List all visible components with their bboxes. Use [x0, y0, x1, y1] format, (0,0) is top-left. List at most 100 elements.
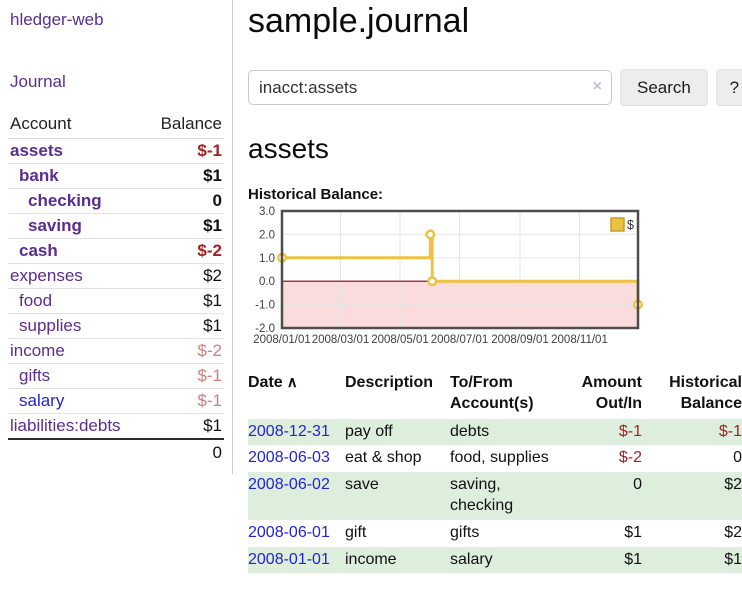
accounts-total-value: 0 — [145, 438, 224, 466]
register-header-amount: Amount Out/In — [581, 374, 642, 412]
account-link-salary[interactable]: salary — [19, 391, 65, 410]
description-cell: pay off — [345, 422, 393, 440]
account-balance: $1 — [145, 413, 224, 440]
accounts-header-balance: Balance — [145, 112, 224, 139]
account-row: assets $-1 — [8, 138, 224, 164]
balance-cell: $1 — [724, 550, 742, 568]
account-link-cash[interactable]: cash — [19, 241, 58, 260]
page-title: sample.journal — [248, 2, 470, 40]
register-header-accounts: To/From Account(s) — [450, 374, 534, 412]
account-link-food[interactable]: food — [19, 291, 53, 310]
main-content: sample.journal × Search ? assets Histori… — [233, 0, 742, 589]
account-name-cell: assets — [8, 138, 146, 164]
account-link-gifts[interactable]: gifts — [19, 366, 51, 385]
account-name-cell: cash — [8, 238, 146, 264]
transaction-date-link[interactable]: 2008-06-02 — [248, 476, 330, 494]
register-header-row: Date ∧ Description To/From Account(s) Amo… — [248, 371, 742, 419]
amount-cell: $-1 — [618, 422, 642, 440]
sort-asc-icon: ∧ — [286, 374, 298, 391]
transaction-date-link[interactable]: 2008-12-31 — [248, 422, 330, 440]
clear-search-icon[interactable]: × — [592, 78, 602, 95]
account-link-checking[interactable]: checking — [28, 191, 102, 210]
date-cell: 2008-06-01 — [248, 520, 345, 547]
svg-text:2008/07/01: 2008/07/01 — [431, 334, 489, 346]
balance-cell: $2 — [724, 523, 742, 541]
account-balance: 0 — [145, 188, 224, 214]
amount-cell: $-2 — [618, 449, 642, 467]
account-link-supplies[interactable]: supplies — [19, 316, 82, 335]
account-link-bank[interactable]: bank — [19, 166, 59, 185]
amount-cell: $1 — [624, 550, 642, 568]
date-cell: 2008-06-03 — [248, 445, 345, 472]
register-header-date[interactable]: Date ∧ — [248, 371, 345, 419]
accounts-cell: debts — [450, 422, 490, 440]
svg-text:2008/03/01: 2008/03/01 — [312, 334, 370, 346]
account-name-cell: salary — [8, 388, 146, 414]
account-link-income[interactable]: income — [10, 341, 65, 360]
sidebar: hledger-web Journal Account Balance asse… — [0, 0, 233, 474]
accounts-cell: food, supplies — [450, 449, 549, 467]
description-cell: save — [345, 476, 379, 494]
app-title-link[interactable]: hledger-web — [10, 10, 104, 29]
account-balance: $-1 — [145, 388, 224, 414]
account-row: saving $1 — [8, 213, 224, 239]
account-row: bank $1 — [8, 163, 224, 189]
transaction-date-link[interactable]: 2008-01-01 — [248, 550, 330, 568]
date-cell: 2008-12-31 — [248, 419, 345, 446]
accounts-header-account: Account — [8, 112, 146, 139]
help-button[interactable]: ? — [715, 69, 742, 106]
account-row: checking 0 — [8, 188, 224, 214]
date-cell: 2008-06-02 — [248, 472, 345, 520]
account-name-cell: checking — [8, 188, 146, 214]
account-name-cell: saving — [8, 213, 146, 239]
register-row: 2008-01-01 income salary $1 $1 — [248, 546, 742, 574]
transaction-date-link[interactable]: 2008-06-01 — [248, 523, 330, 541]
search-input[interactable] — [248, 70, 612, 105]
svg-text:-1.0: -1.0 — [255, 300, 275, 312]
account-balance: $-2 — [145, 338, 224, 364]
account-name-cell: bank — [8, 163, 146, 189]
svg-text:1.0: 1.0 — [259, 253, 275, 265]
account-name-cell: food — [8, 288, 146, 314]
accounts-table: Account Balance assets $-1 bank $1 checking 0… — [8, 112, 224, 466]
account-balance: $1 — [145, 213, 224, 239]
account-balance: $1 — [145, 288, 224, 314]
account-link-saving[interactable]: saving — [28, 216, 82, 235]
svg-text:-2.0: -2.0 — [255, 323, 275, 335]
sidebar-item-journal[interactable]: Journal — [10, 72, 66, 91]
account-balance: $1 — [145, 163, 224, 189]
transaction-date-link[interactable]: 2008-06-03 — [248, 449, 330, 467]
account-name-cell: gifts — [8, 363, 146, 389]
account-link-expenses[interactable]: expenses — [10, 266, 83, 285]
register-row: 2008-12-31 pay off debts $-1 $-1 — [248, 418, 742, 446]
account-balance: $2 — [145, 263, 224, 289]
account-row: income $-2 — [8, 338, 224, 364]
register-header-description: Description — [345, 374, 434, 391]
date-header-label: Date — [248, 374, 283, 391]
svg-text:2008/01/01: 2008/01/01 — [253, 334, 311, 346]
account-balance: $-2 — [145, 238, 224, 264]
svg-text:2008/09/01: 2008/09/01 — [491, 334, 549, 346]
account-balance: $1 — [145, 313, 224, 339]
amount-cell: $1 — [624, 523, 642, 541]
svg-text:3.0: 3.0 — [259, 206, 275, 218]
search-button[interactable]: Search — [620, 69, 708, 106]
accounts-cell: salary — [450, 550, 493, 568]
account-balance: $-1 — [145, 363, 224, 389]
account-row: gifts $-1 — [8, 363, 224, 389]
account-row: food $1 — [8, 288, 224, 314]
register-row: 2008-06-03 eat & shop food, supplies $-2 0 — [248, 445, 742, 472]
account-name-cell: liabilities:debts — [8, 413, 146, 440]
svg-text:0.0: 0.0 — [259, 276, 275, 288]
accounts-total-spacer — [8, 438, 146, 466]
search-form: × Search ? — [248, 69, 742, 106]
balance-cell: $-1 — [718, 422, 742, 440]
account-name-cell: supplies — [8, 313, 146, 339]
account-link-liabilities-debts[interactable]: liabilities:debts — [10, 416, 121, 435]
account-link-assets[interactable]: assets — [10, 141, 63, 160]
svg-text:2.0: 2.0 — [259, 229, 275, 241]
account-row: liabilities:debts $1 — [8, 413, 224, 440]
balance-cell: 0 — [733, 449, 742, 467]
